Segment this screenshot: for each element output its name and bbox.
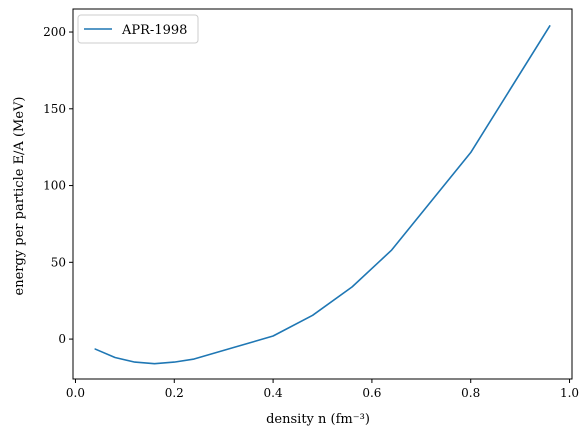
y-tick-label: 100 <box>43 179 66 193</box>
axes-frame <box>72 8 573 380</box>
y-tick-label: 150 <box>43 102 66 116</box>
x-tick-label: 0.8 <box>461 386 480 400</box>
x-tick-label: 0.0 <box>66 386 85 400</box>
x-tick-label: 0.4 <box>264 386 283 400</box>
series-layer <box>94 25 551 365</box>
x-tick-label: 0.2 <box>165 386 184 400</box>
x-axis-label: density n (fm⁻³) <box>266 412 370 427</box>
x-tick-label: 1.0 <box>560 386 579 400</box>
x-tick-label: 0.6 <box>362 386 381 400</box>
axes-layer: 0.0 0.2 0.4 0.6 0.8 1.0 0 50 100 150 200 <box>43 8 579 400</box>
legend-box <box>77 14 199 44</box>
legend-label: APR-1998 <box>121 23 187 38</box>
y-axis-label: energy per particle E/A (MeV) <box>12 97 27 296</box>
y-tick-label: 0 <box>58 332 66 346</box>
y-tick-label: 50 <box>51 255 66 269</box>
legend: APR-1998 <box>77 14 199 44</box>
series-line-0 <box>94 25 551 365</box>
y-tick-label: 200 <box>43 25 66 39</box>
